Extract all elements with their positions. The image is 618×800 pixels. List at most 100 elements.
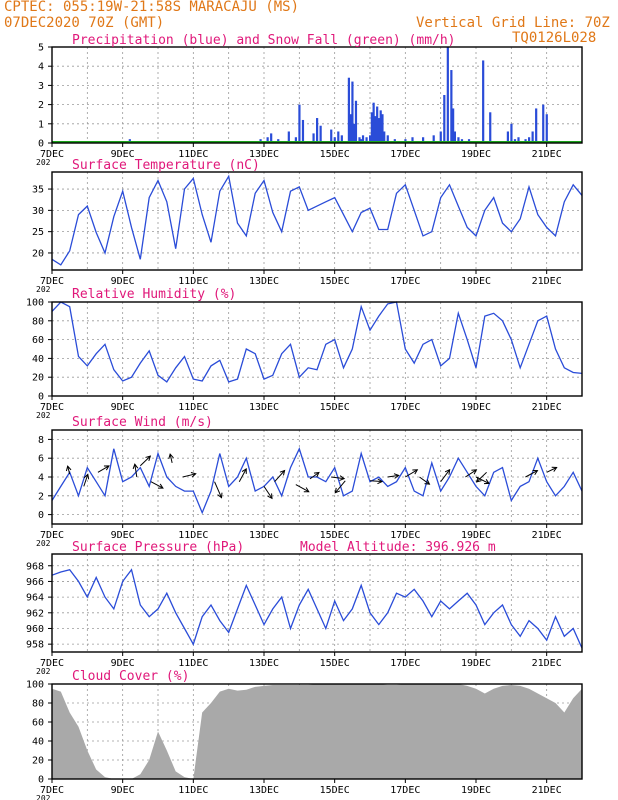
precip-bar [517, 137, 520, 143]
wind-arrow [465, 469, 477, 478]
precip-bar [266, 137, 269, 143]
wind-arrow-head [483, 479, 490, 485]
xtick-label: 17DEC [390, 149, 420, 160]
precip-bar [374, 116, 377, 143]
precip-bar [330, 129, 333, 143]
panel-title: Surface Wind (m/s) [72, 415, 213, 430]
ytick-label: 8 [38, 435, 44, 446]
wind-arrow-head [532, 470, 539, 476]
panel-title: Precipitation (blue) and Snow Fall (gree… [72, 33, 456, 48]
ytick-label: 0 [38, 392, 44, 403]
wind-arrow [97, 465, 110, 473]
wind-arrow [67, 466, 71, 475]
wind-arrow [334, 480, 346, 494]
precip-bar [353, 123, 356, 143]
panel-title: Cloud Cover (%) [72, 669, 189, 684]
xtick-label: 21DEC [532, 402, 562, 413]
panel-frame [51, 46, 583, 144]
xtick-label: 7DEC [40, 149, 64, 160]
xtick-label: 9DEC [111, 658, 135, 669]
wind-arrow-head [145, 455, 152, 462]
panel-wind: 0 2 4 6 8 7DEC 9DEC 11DEC 13DEC 15DEC 17DEC 19DEC 21… [36, 415, 583, 548]
precip-bar [453, 131, 456, 143]
wind-arrow-head [303, 487, 310, 493]
ytick-label: 20 [32, 248, 44, 259]
xtick-label: 19DEC [461, 149, 491, 160]
xtick-label: 15DEC [320, 530, 350, 541]
ytick-label: 60 [32, 718, 44, 729]
ytick-label: 6 [38, 454, 44, 465]
precip-bar [457, 137, 460, 143]
xtick-label: 21DEC [532, 276, 562, 287]
wind-arrow [139, 455, 151, 467]
xtick-label: 7DEC [40, 658, 64, 669]
ytick-label: 964 [26, 593, 44, 604]
xtick-label: 19DEC [461, 402, 491, 413]
xtick-label: 21DEC [532, 785, 562, 796]
precip-bar [316, 118, 319, 143]
wind-arrow-head [83, 473, 90, 480]
precip-bar [422, 137, 425, 143]
precip-bar [489, 112, 492, 143]
wind-arrow [546, 467, 557, 473]
xtick-label: 9DEC [111, 276, 135, 287]
panel-temp: 20 25 30 35 7DEC 9DEC 11DEC 13DEC 15DEC 17DEC 19DE… [32, 158, 583, 294]
panel-rh: 0 20 40 60 80 100 7DEC 9DEC 11DEC 13DEC 15DEC 17DEC… [26, 287, 583, 420]
ytick-label: 25 [32, 227, 44, 238]
precip-bar [439, 131, 442, 143]
xtick-label: 19DEC [461, 276, 491, 287]
xtick-label: 11DEC [178, 785, 208, 796]
xtick-label: 19DEC [461, 658, 491, 669]
precip-bar [294, 137, 297, 143]
ytick-label: 960 [26, 624, 44, 635]
precip-bar [333, 137, 336, 143]
ytick-label: 35 [32, 185, 44, 196]
wind-arrow [214, 481, 222, 498]
ytick-label: 5 [38, 43, 44, 54]
precip-bar [372, 102, 375, 143]
wind-arrow-head [168, 453, 174, 460]
precip-bar [506, 131, 509, 143]
precip-bar [270, 133, 273, 143]
precip-bar [354, 100, 358, 143]
wind-arrow-head [393, 473, 400, 479]
xtick-label: 13DEC [249, 276, 279, 287]
wind-arrow [476, 471, 487, 483]
header-date: 07DEC2020 70Z (GMT) [4, 15, 165, 31]
precip-bar [358, 137, 361, 143]
wind-arrow-head [471, 469, 478, 475]
wind-arrow [369, 480, 383, 483]
wind-arrow [309, 472, 320, 480]
xtick-label: 17DEC [390, 530, 420, 541]
xtick-label: 21DEC [532, 530, 562, 541]
ytick-label: 966 [26, 577, 44, 588]
precip-bar [370, 112, 373, 143]
wind-arrow-head [377, 478, 384, 485]
ytick-label: 2 [38, 100, 44, 111]
wind-arrow-head [412, 469, 419, 475]
precip-bar [361, 135, 365, 143]
xtick-year-stub: 202 [36, 158, 51, 167]
precip-bar [340, 135, 343, 143]
ytick-label: 100 [26, 298, 44, 309]
ytick-label: 40 [32, 737, 44, 748]
wind-arrow-head [444, 468, 451, 475]
wind-arrow [331, 476, 345, 480]
xtick-label: 9DEC [111, 402, 135, 413]
xtick-label: 13DEC [249, 658, 279, 669]
xtick-label: 11DEC [178, 276, 208, 287]
panel-frame [51, 553, 583, 653]
panel-pres: 958 960 962 964 966 968 7DEC 9DEC 11DEC 13DEC 15DE… [26, 540, 583, 676]
precip-bar [545, 114, 548, 143]
ytick-label: 60 [32, 335, 44, 346]
precip-bar [381, 114, 384, 143]
ytick-label: 20 [32, 756, 44, 767]
temp-line [51, 174, 583, 266]
wind-arrow-head [339, 475, 346, 481]
ytick-label: 100 [26, 680, 44, 691]
header-location: CPTEC: 055:19W-21:58S MARACAJU (MS) [4, 0, 300, 15]
cloud-area [52, 684, 582, 779]
xtick-label: 13DEC [249, 530, 279, 541]
wind-arrow [387, 474, 399, 478]
